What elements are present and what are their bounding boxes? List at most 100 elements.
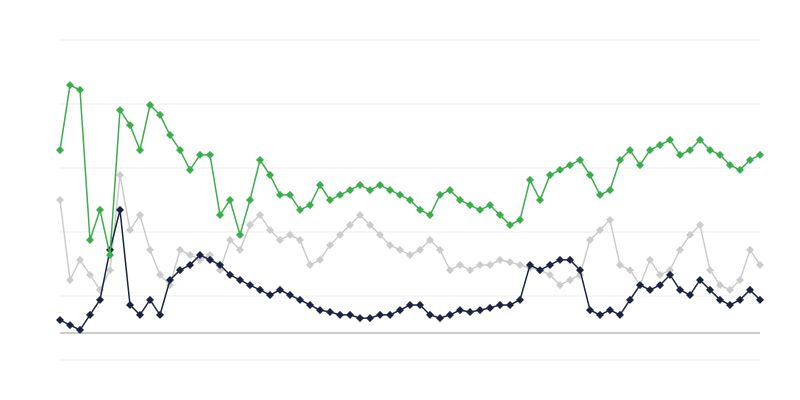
data-point — [226, 236, 234, 244]
data-point — [236, 245, 244, 254]
data-point — [116, 106, 124, 115]
data-point — [196, 251, 204, 260]
data-point — [546, 171, 554, 180]
data-point — [626, 295, 634, 304]
data-point — [576, 156, 584, 164]
data-point — [426, 310, 434, 319]
data-point — [536, 196, 544, 204]
data-point — [476, 306, 484, 315]
data-point — [546, 260, 554, 269]
data-point — [736, 276, 744, 284]
data-point — [216, 260, 224, 269]
data-point — [366, 186, 374, 195]
data-point — [606, 186, 614, 195]
data-point — [416, 205, 424, 214]
data-point — [646, 285, 654, 294]
data-point — [356, 314, 364, 323]
data-point — [676, 150, 684, 159]
data-point — [246, 220, 254, 229]
data-point — [186, 260, 194, 269]
data-point — [96, 205, 104, 214]
data-point — [676, 245, 684, 254]
data-point — [356, 180, 364, 189]
data-point — [626, 146, 634, 155]
data-point — [296, 205, 304, 214]
data-point — [536, 266, 544, 275]
data-point — [696, 135, 704, 144]
data-point — [276, 285, 284, 294]
data-point — [526, 260, 534, 269]
data-point — [276, 236, 284, 244]
data-point — [466, 266, 474, 275]
data-point — [136, 146, 144, 155]
data-point — [496, 300, 504, 309]
data-point — [416, 300, 424, 309]
data-point — [56, 196, 64, 204]
data-point — [156, 110, 164, 119]
data-point — [526, 175, 534, 184]
data-point — [256, 285, 264, 294]
data-point — [606, 215, 614, 224]
data-point — [716, 295, 724, 304]
data-point — [556, 255, 564, 264]
data-point — [436, 314, 444, 323]
data-point — [516, 215, 524, 224]
data-point — [466, 201, 474, 210]
data-point — [306, 300, 314, 309]
data-point — [166, 276, 174, 284]
data-point — [176, 146, 184, 155]
data-point — [406, 196, 414, 204]
data-point — [586, 236, 594, 244]
data-point — [296, 295, 304, 304]
data-point — [336, 190, 344, 199]
data-point — [506, 220, 514, 229]
data-point — [726, 300, 734, 309]
data-point — [496, 255, 504, 264]
data-point — [376, 310, 384, 319]
data-point — [716, 150, 724, 159]
data-point — [686, 146, 694, 155]
data-point — [316, 255, 324, 264]
data-point — [226, 270, 234, 279]
plot-area — [56, 81, 764, 334]
data-point — [566, 161, 574, 170]
data-point — [446, 186, 454, 195]
data-point — [736, 295, 744, 304]
series-line — [59, 84, 761, 256]
data-point — [206, 150, 214, 159]
data-point — [586, 306, 594, 315]
data-point — [296, 236, 304, 244]
data-point — [106, 266, 114, 275]
data-point — [556, 165, 564, 174]
data-point — [636, 161, 644, 170]
data-point — [56, 316, 64, 324]
data-point — [136, 211, 144, 220]
data-point — [266, 226, 274, 235]
data-point — [596, 190, 604, 199]
data-point — [76, 85, 84, 94]
data-point — [56, 146, 64, 155]
data-point — [746, 285, 754, 294]
data-point — [626, 266, 634, 275]
data-point — [226, 196, 234, 204]
data-point — [696, 220, 704, 229]
data-point — [286, 230, 294, 239]
data-point — [326, 196, 334, 204]
data-point — [436, 190, 444, 199]
data-point — [586, 171, 594, 180]
data-point — [256, 211, 264, 220]
data-point — [426, 236, 434, 244]
data-point — [126, 226, 134, 235]
data-point — [436, 245, 444, 254]
data-point — [596, 226, 604, 235]
data-point — [316, 180, 324, 189]
data-point — [716, 281, 724, 290]
data-point — [486, 303, 494, 312]
data-point — [306, 260, 314, 269]
data-point — [636, 281, 644, 290]
data-point — [236, 230, 244, 239]
data-point — [286, 190, 294, 199]
series — [56, 205, 764, 334]
data-point — [656, 140, 664, 149]
